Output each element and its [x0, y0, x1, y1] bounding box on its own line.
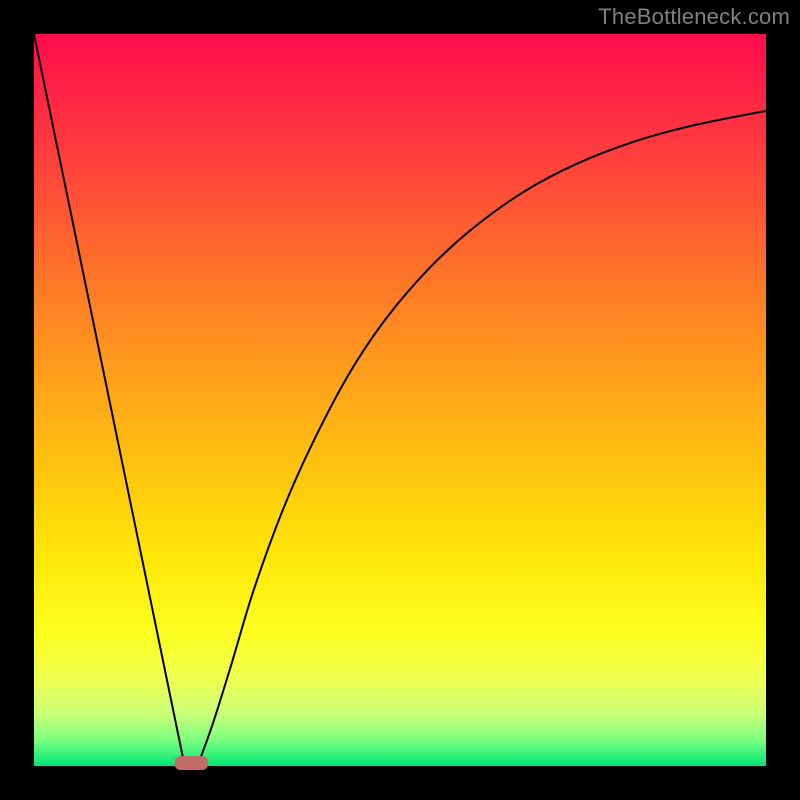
plot-background: [34, 34, 766, 766]
watermark-text: TheBottleneck.com: [598, 4, 790, 30]
chart-frame: TheBottleneck.com: [0, 0, 800, 800]
trough-marker: [175, 756, 209, 770]
bottleneck-chart: [0, 0, 800, 800]
